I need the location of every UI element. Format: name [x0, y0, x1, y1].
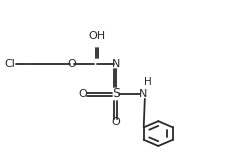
Text: O: O — [67, 59, 76, 69]
Text: H: H — [144, 76, 151, 87]
Text: O: O — [111, 117, 120, 127]
Text: N: N — [111, 59, 119, 69]
Text: S: S — [111, 87, 119, 100]
Text: O: O — [79, 89, 87, 99]
Text: Cl: Cl — [4, 59, 15, 69]
Text: OH: OH — [88, 31, 105, 41]
Text: N: N — [138, 89, 146, 99]
